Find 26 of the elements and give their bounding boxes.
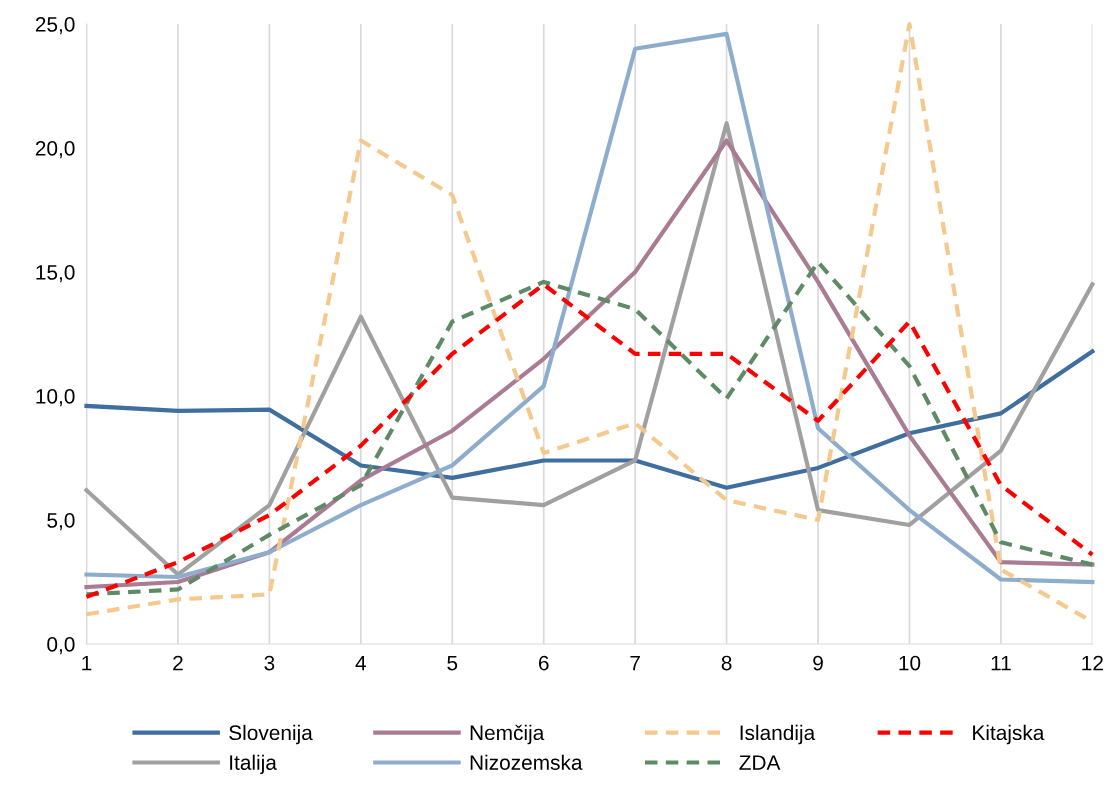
legend-label: Nemčija [470,724,545,745]
y-tick-label: 10,0 [36,389,75,407]
x-tick-label: 2 [173,655,183,671]
x-tick-label: 3 [264,655,275,671]
legend-label: ZDA [739,755,781,770]
x-tick-label: 7 [630,655,640,671]
x-tick-label: 8 [721,655,732,671]
legend-label: Kitajska [973,724,1045,745]
legend-label: Islandija [740,724,816,745]
x-tick-label: 5 [447,655,458,671]
x-tick-label: 10 [899,655,921,671]
y-tick-label: 0,0 [47,637,75,655]
x-tick-label: 9 [813,655,823,671]
x-tick-label: 6 [538,655,549,671]
x-tick-label: 12 [1082,655,1103,671]
x-tick-label: 1 [82,655,92,671]
y-tick-label: 20,0 [35,141,75,159]
line-series [84,349,1095,490]
legend-label: Slovenija [229,724,313,745]
x-tick-label: 11 [991,655,1011,671]
x-tick-label: 4 [355,655,367,671]
y-tick-label: 15,0 [36,265,75,283]
legend-label: Nizozemska [470,754,583,770]
legend-label: Italija [230,754,277,775]
y-tick-label: 25,0 [35,17,75,35]
y-tick-label: 5,0 [47,513,75,531]
